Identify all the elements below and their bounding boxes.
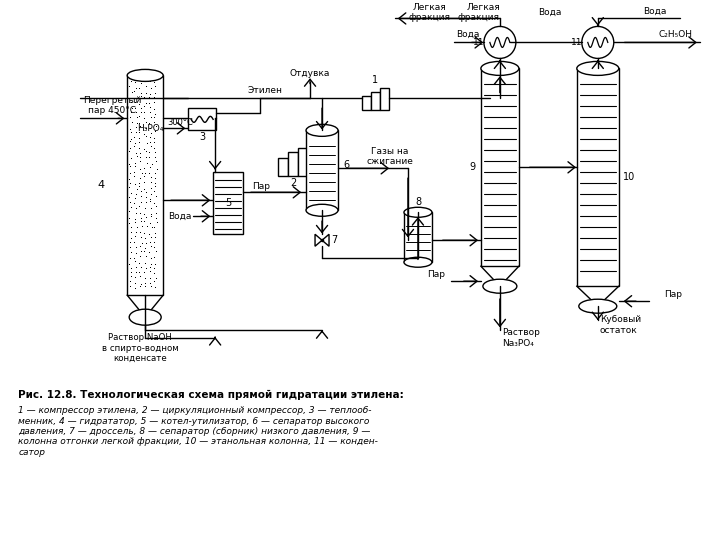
Text: Вода: Вода <box>643 7 667 16</box>
Text: Пар: Пар <box>252 182 270 191</box>
Ellipse shape <box>404 207 432 217</box>
Ellipse shape <box>306 204 338 217</box>
Bar <box>288 152 298 177</box>
Ellipse shape <box>127 70 163 82</box>
Text: Пар: Пар <box>427 269 445 279</box>
Bar <box>404 212 432 262</box>
Text: Газы на
сжигание: Газы на сжигание <box>366 147 413 166</box>
Bar <box>380 89 389 110</box>
Text: 8: 8 <box>415 197 421 207</box>
Text: Этилен: Этилен <box>248 86 282 95</box>
Ellipse shape <box>404 257 432 267</box>
Text: Кубовый
остаток: Кубовый остаток <box>600 315 641 335</box>
Circle shape <box>582 26 613 58</box>
Text: Вода: Вода <box>538 8 562 17</box>
Bar <box>278 158 288 177</box>
Ellipse shape <box>577 62 618 76</box>
Polygon shape <box>315 234 329 246</box>
Bar <box>298 148 308 177</box>
Ellipse shape <box>129 309 161 325</box>
Ellipse shape <box>481 62 519 76</box>
Bar <box>481 69 519 266</box>
Text: Раствор
Na₃PO₄: Раствор Na₃PO₄ <box>502 328 540 348</box>
Text: H₃PO₄: H₃PO₄ <box>137 124 163 133</box>
Ellipse shape <box>483 279 517 293</box>
Circle shape <box>484 26 516 58</box>
Text: Раствор NaOH
в спирто-водном
конденсате: Раствор NaOH в спирто-водном конденсате <box>102 333 179 363</box>
Bar <box>127 76 163 295</box>
Text: Пар: Пар <box>664 289 682 299</box>
Text: Вода: Вода <box>168 212 191 221</box>
Text: 300°С: 300°С <box>167 118 193 127</box>
Text: C₂H₅OH: C₂H₅OH <box>659 30 693 39</box>
Text: Перегретый
пар 450°С: Перегретый пар 450°С <box>83 96 141 115</box>
Bar <box>362 96 371 110</box>
Text: Вода: Вода <box>456 30 480 39</box>
Text: 11: 11 <box>571 38 582 47</box>
Text: 1: 1 <box>372 76 378 85</box>
Text: 6: 6 <box>343 160 349 170</box>
Text: 5: 5 <box>225 198 231 208</box>
Text: Легкая
фракция: Легкая фракция <box>458 3 500 22</box>
Text: 10: 10 <box>623 172 635 183</box>
Text: 7: 7 <box>331 235 337 245</box>
Ellipse shape <box>579 299 617 313</box>
Text: 1 — компрессор этилена, 2 — циркуляционный компрессор, 3 — теплооб-
менник, 4 — : 1 — компрессор этилена, 2 — циркуляционн… <box>18 406 378 457</box>
Text: Рис. 12.8. Технологическая схема прямой гидратации этилена:: Рис. 12.8. Технологическая схема прямой … <box>18 390 404 400</box>
Bar <box>371 92 380 110</box>
Text: Легкая
фракция: Легкая фракция <box>409 3 451 22</box>
Bar <box>188 109 216 130</box>
Ellipse shape <box>306 124 338 136</box>
Text: 4: 4 <box>98 180 105 190</box>
Text: 11: 11 <box>473 38 485 47</box>
Bar <box>306 130 338 210</box>
Text: 3: 3 <box>199 132 205 143</box>
Bar <box>213 172 243 234</box>
Text: Отдувка: Отдувка <box>290 69 330 78</box>
Bar <box>577 69 618 286</box>
Text: 2: 2 <box>290 178 296 188</box>
Text: 9: 9 <box>470 163 476 172</box>
